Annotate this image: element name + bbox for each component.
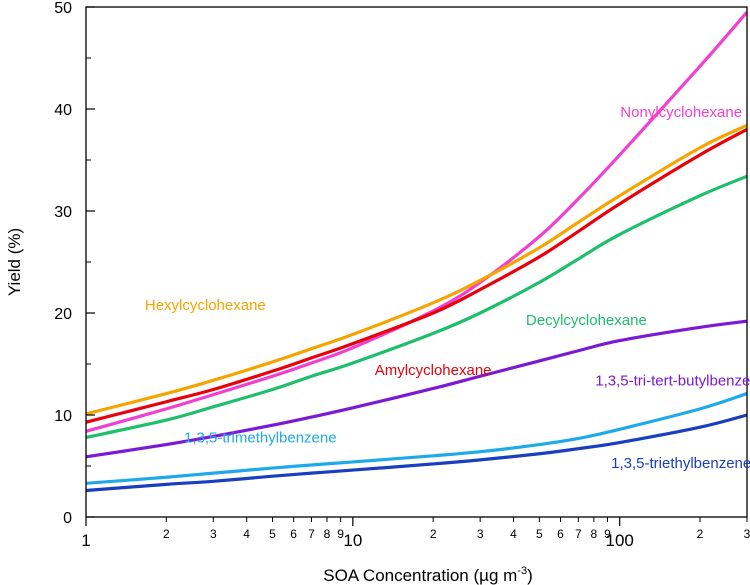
x-minor-tick-label: 7 [308,527,315,541]
x-minor-tick-label: 2 [430,527,437,541]
y-tick-label: 0 [63,510,72,527]
series-label-1-3-5-triethylbenzene: 1,3,5-triethylbenzene [611,455,750,472]
series-line-nonylcyclohexane [85,11,749,433]
x-minor-tick-label: 4 [243,527,250,541]
x-minor-tick-label: 7 [575,527,582,541]
x-axis-title-end: ) [527,566,533,585]
x-tick-label: 100 [605,531,633,550]
series-label-1-3-5-tri-tert-butylbenzene: 1,3,5-tri-tert-butylbenzene [595,372,750,389]
series-label-nonylcyclohexane: Nonylcyclohexane [620,104,742,121]
x-minor-tick-label: 3 [477,527,484,541]
x-tick-label: 1 [81,531,90,550]
series-label-decylcyclohexane: Decylcyclohexane [526,312,647,329]
y-tick-label: 40 [54,102,72,119]
x-minor-tick-label: 4 [510,527,517,541]
series-label-1-3-5-trimethylbenzene: 1,3,5-trimethylbenzene [184,430,337,447]
x-minor-tick-label: 8 [590,527,597,541]
x-minor-tick-label: 5 [536,527,543,541]
x-tick-label: 10 [343,531,362,550]
y-axis-title: Yield (%) [5,228,24,296]
x-minor-tick-label: 2 [697,527,704,541]
x-minor-tick-label: 6 [290,527,297,541]
series-labels: Nonylcyclohexane Hexylcyclohexane Amylcycl… [145,104,750,472]
y-tick-label: 50 [54,0,72,17]
y-axis: 0 10 20 30 40 50 [54,0,95,527]
series-line-1-3-5-tri-tert-butylbenzene [85,319,748,459]
x-axis-title: SOA Concentration (µg m-3) [323,565,533,585]
series-line-amylcyclohexane [85,127,748,424]
x-minor-tick-label: 8 [324,527,331,541]
x-minor-tick-label: 3 [744,527,750,541]
y-tick-label: 30 [54,204,72,221]
x-minor-tick-label: 6 [557,527,564,541]
x-axis-title-superscript: -3 [517,565,527,577]
series-label-hexylcyclohexane: Hexylcyclohexane [145,297,266,314]
series-line-1-3-5-triethylbenzene [85,413,748,493]
series-layer [85,11,749,493]
x-minor-tick-label: 2 [163,527,170,541]
y-tick-label: 10 [54,408,72,425]
x-axis-title-main: SOA Concentration (µg m [323,566,517,585]
x-minor-tick-label: 3 [210,527,217,541]
x-minor-tick-label: 5 [269,527,276,541]
x-minor-tick-label: 9 [337,527,344,541]
series-line-1-3-5-trimethylbenzene [85,392,748,485]
series-line-hexylcyclohexane [85,123,748,416]
series-line-decylcyclohexane [85,174,748,440]
y-tick-label: 20 [54,306,72,323]
series-label-amylcyclohexane: Amylcyclohexane [375,362,492,379]
x-minor-tick-label: 9 [604,527,611,541]
